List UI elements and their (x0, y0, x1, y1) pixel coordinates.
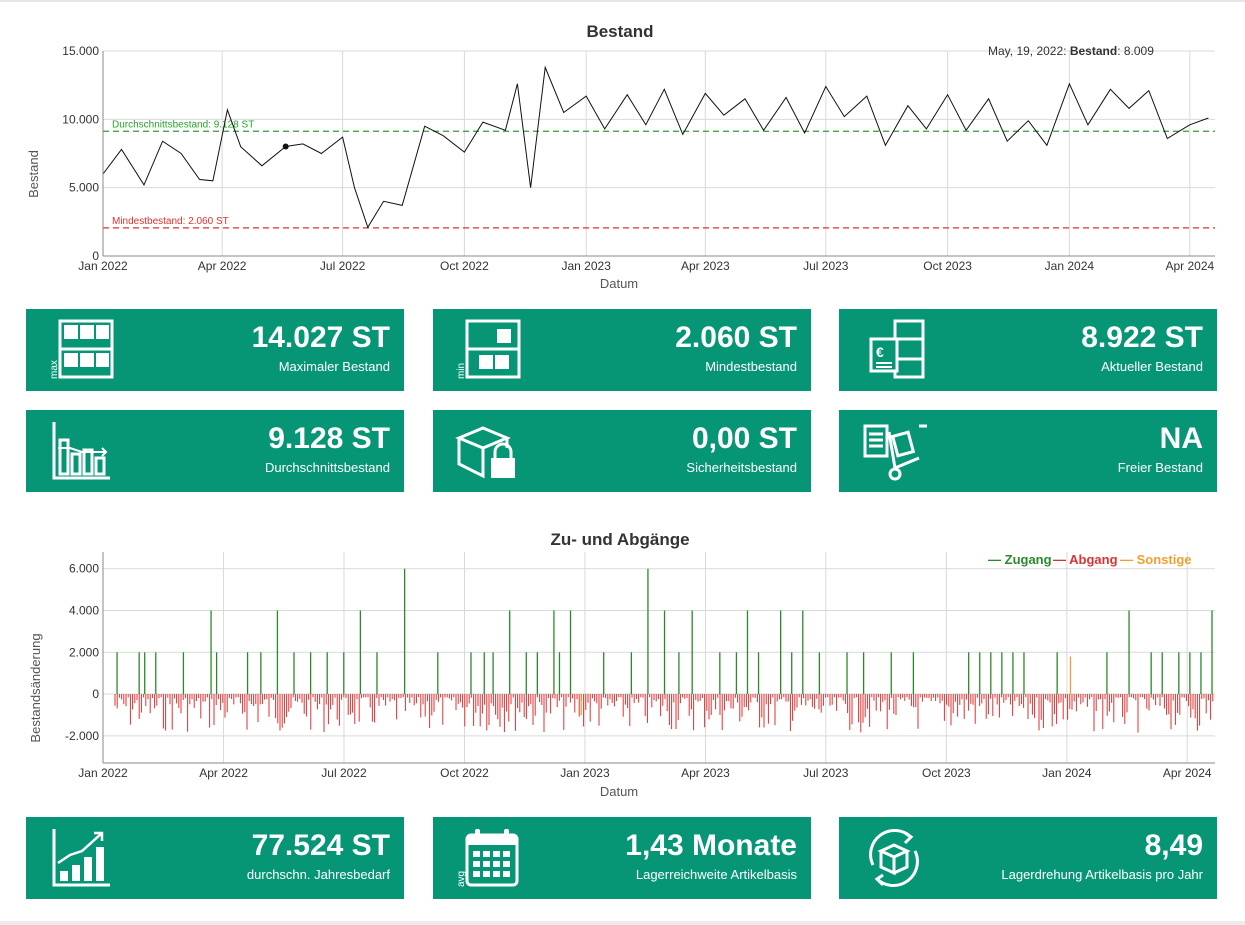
x-tick-label: Apr 2023 (681, 259, 730, 273)
calendar-avg-icon: avg (456, 829, 519, 887)
kpi-durchschnittsbestand: 9.128 ST Durchschnittsbestand (26, 410, 404, 492)
x-tick-label: Oct 2022 (440, 766, 489, 780)
x-tick-label: Apr 2022 (199, 766, 248, 780)
hand-truck-icon (863, 424, 927, 481)
kpi-value: 8.922 ST (1081, 321, 1203, 354)
y-tick-label: 5.000 (69, 181, 99, 195)
y-tick-label: 15.000 (62, 44, 99, 58)
x-tick-label: Oct 2023 (923, 259, 972, 273)
kpi-value: 8,49 (1144, 829, 1203, 862)
kpi-label: Lagerreichweite Artikelbasis (635, 867, 797, 882)
svg-text:— Sonstige: — Sonstige (1120, 552, 1192, 567)
shelf-max-icon: max (49, 319, 114, 379)
kpi-freier-bestand: NA Freier Bestand (839, 410, 1217, 492)
kpi-value: 77.524 ST (251, 829, 390, 862)
kpi-maximaler-bestand: max 14.027 ST Maximaler Bestand (26, 309, 404, 391)
x-axis-label: Datum (600, 784, 638, 799)
y-tick-label: 6.000 (69, 562, 99, 576)
x-tick-label: Apr 2024 (1163, 766, 1212, 780)
grid (102, 552, 1215, 763)
svg-text:€: € (876, 344, 884, 360)
kpi-label: Sicherheitsbestand (686, 460, 797, 475)
shelf-min-icon: min (456, 319, 521, 379)
x-tick-label: Jan 2023 (561, 259, 611, 273)
reference-lines: Durchschnittsbestand: 9.128 ST Mindestbes… (103, 119, 1215, 229)
kpi-value: 0,00 ST (691, 422, 797, 455)
y-tick-label: 0 (92, 687, 99, 701)
x-tick-label: Apr 2023 (681, 766, 730, 780)
kpi-label: Freier Bestand (1117, 460, 1203, 475)
x-tick-label: Oct 2022 (440, 259, 489, 273)
y-axis-label: Bestand (26, 150, 41, 198)
svg-text:max: max (49, 360, 60, 379)
x-tick-label: Jan 2022 (78, 766, 128, 780)
x-axis-label: Datum (600, 276, 638, 291)
grid (102, 50, 1215, 257)
bestand-chart[interactable]: Bestand Durchschnittsbestand: 9.128 ST Mi… (0, 14, 1245, 296)
y-tick-label: -2.000 (65, 729, 99, 743)
bestand-line (102, 65, 1209, 229)
kpi-label: Durchschnittsbestand (264, 460, 390, 475)
chart-title: Bestand (586, 22, 653, 41)
kpi-value: 1,43 Monate (625, 829, 797, 862)
bars (114, 568, 1214, 733)
kpi-aktueller-bestand: € 8.922 ST Aktueller Bestand (839, 309, 1217, 391)
tooltip: May, 19, 2022: Bestand: 8.009 (988, 44, 1154, 58)
x-tick-label: Jan 2022 (78, 259, 128, 273)
reference-line-label: Durchschnittsbestand: 9.128 ST (112, 119, 254, 130)
axes: -2.000 0 2.000 4.000 6.000 Jan 2022 Apr 2022 Ju… (65, 552, 1215, 780)
zu-abgaenge-chart[interactable]: Zu- und Abgänge -2.000 0 2.000 4.000 6.000 Ja… (0, 522, 1245, 804)
x-tick-label: Oct 2023 (922, 766, 971, 780)
kpi-label: Maximaler Bestand (278, 359, 390, 374)
x-tick-label: Apr 2022 (198, 259, 247, 273)
kpi-lagerdrehung: 8,49 Lagerdrehung Artikelbasis pro Jahr (839, 817, 1217, 899)
kpi-value: 14.027 ST (251, 321, 390, 354)
kpi-label: Lagerdrehung Artikelbasis pro Jahr (1001, 867, 1203, 882)
kpi-label: Aktueller Bestand (1101, 359, 1203, 374)
x-tick-label: Apr 2024 (1165, 259, 1214, 273)
top-divider (0, 0, 1245, 2)
x-tick-label: Jul 2022 (320, 259, 366, 273)
chart-title: Zu- und Abgänge (550, 530, 689, 549)
y-axis-label: Bestandsänderung (28, 633, 43, 742)
svg-text:avg: avg (456, 871, 467, 887)
kpi-sicherheitsbestand: 0,00 ST Sicherheitsbestand (433, 410, 811, 492)
box-lock-icon (455, 426, 515, 479)
axes: 0 5.000 10.000 15.000 Jan 2022 Apr 2022 Jul 20… (62, 44, 1215, 273)
svg-text:— Abgang: — Abgang (1053, 552, 1118, 567)
stock-value-icon: € (869, 319, 925, 379)
y-tick-label: 2.000 (69, 645, 99, 659)
svg-text:— Zugang: — Zugang (988, 552, 1052, 567)
box-cycle-icon (869, 829, 919, 887)
kpi-jahresbedarf: 77.524 ST durchschn. Jahresbedarf (26, 817, 404, 899)
growth-chart-icon (52, 829, 110, 887)
x-tick-label: Jan 2024 (1045, 259, 1095, 273)
y-tick-label: 4.000 (69, 603, 99, 617)
bar-chart-icon (52, 422, 110, 480)
y-tick-label: 10.000 (62, 112, 99, 126)
x-tick-label: Jul 2022 (321, 766, 367, 780)
kpi-label: durchschn. Jahresbedarf (246, 867, 390, 882)
kpi-value: NA (1159, 422, 1203, 455)
svg-text:min: min (456, 363, 467, 379)
hover-point (282, 143, 289, 150)
kpi-mindestbestand: min 2.060 ST Mindestbestand (433, 309, 811, 391)
x-tick-label: Jan 2023 (560, 766, 610, 780)
reference-line-label: Mindestbestand: 2.060 ST (112, 216, 229, 227)
kpi-lagerreichweite: avg 1,43 Monate Lagerreichweite Artikelb… (433, 817, 811, 899)
kpi-value: 2.060 ST (675, 321, 797, 354)
kpi-value: 9.128 ST (268, 422, 390, 455)
bottom-divider (0, 921, 1245, 925)
x-tick-label: Jul 2023 (803, 766, 849, 780)
legend: — Zugang — Abgang — Sonstige (988, 552, 1192, 567)
kpi-label: Mindestbestand (705, 359, 797, 374)
y-tick-label: 0 (92, 249, 99, 263)
x-tick-label: Jan 2024 (1042, 766, 1092, 780)
x-tick-label: Jul 2023 (803, 259, 849, 273)
